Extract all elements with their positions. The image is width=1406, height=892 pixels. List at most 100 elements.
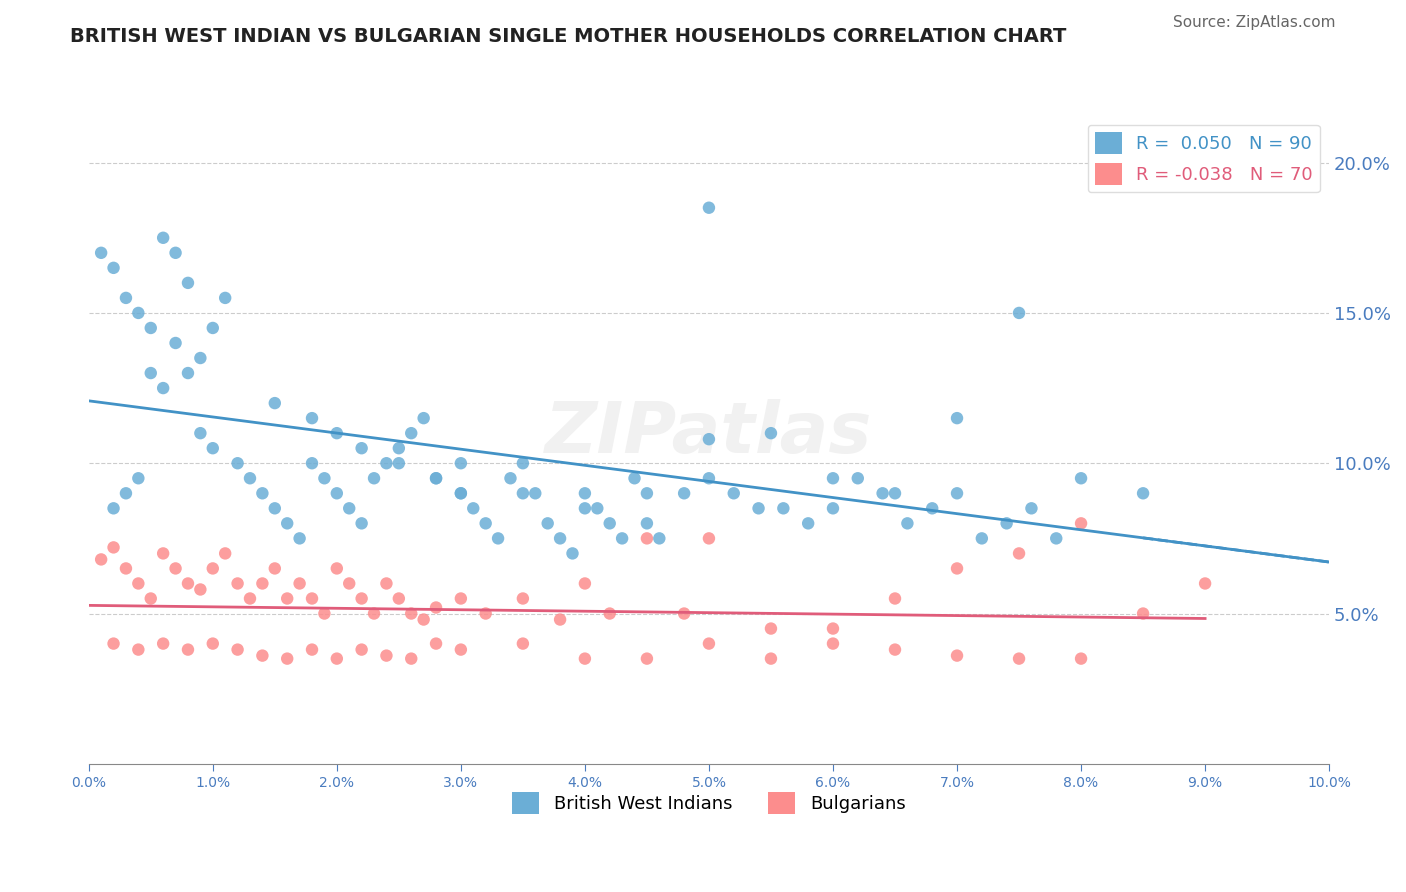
Point — [1008, 306, 1031, 320]
Point — [337, 501, 360, 516]
Point — [1132, 607, 1154, 621]
Point — [474, 516, 496, 531]
Point — [388, 456, 411, 470]
Point — [177, 642, 200, 657]
Point — [821, 501, 844, 516]
Point — [846, 471, 869, 485]
Point — [921, 501, 943, 516]
Point — [586, 501, 609, 516]
Point — [127, 642, 149, 657]
Point — [139, 591, 162, 606]
Text: ZIPatlas: ZIPatlas — [546, 399, 873, 467]
Point — [548, 613, 571, 627]
Point — [375, 648, 398, 663]
Point — [103, 541, 125, 555]
Point — [450, 486, 472, 500]
Point — [673, 607, 696, 621]
Point — [412, 411, 434, 425]
Point — [276, 516, 298, 531]
Point — [399, 607, 422, 621]
Point — [326, 426, 349, 441]
Point — [697, 432, 720, 446]
Point — [1070, 651, 1092, 665]
Text: Source: ZipAtlas.com: Source: ZipAtlas.com — [1173, 15, 1336, 29]
Point — [165, 336, 187, 351]
Point — [177, 366, 200, 380]
Point — [152, 381, 174, 395]
Point — [759, 622, 782, 636]
Point — [574, 501, 596, 516]
Point — [326, 486, 349, 500]
Point — [214, 291, 236, 305]
Point — [697, 201, 720, 215]
Point — [301, 411, 323, 425]
Point — [574, 576, 596, 591]
Point — [946, 648, 969, 663]
Point — [201, 561, 224, 575]
Point — [301, 642, 323, 657]
Point — [1021, 501, 1043, 516]
Point — [599, 607, 621, 621]
Point — [90, 552, 112, 566]
Point — [524, 486, 547, 500]
Point — [337, 576, 360, 591]
Point — [512, 486, 534, 500]
Point — [226, 576, 249, 591]
Point — [821, 471, 844, 485]
Legend: British West Indians, Bulgarians: British West Indians, Bulgarians — [505, 784, 912, 821]
Point — [1070, 471, 1092, 485]
Point — [165, 561, 187, 575]
Point — [288, 532, 311, 546]
Point — [821, 637, 844, 651]
Point — [177, 276, 200, 290]
Point — [946, 561, 969, 575]
Point — [350, 591, 373, 606]
Point — [301, 591, 323, 606]
Point — [599, 516, 621, 531]
Point — [350, 642, 373, 657]
Point — [884, 642, 907, 657]
Point — [115, 291, 138, 305]
Point — [288, 576, 311, 591]
Point — [610, 532, 633, 546]
Point — [1008, 651, 1031, 665]
Point — [561, 546, 583, 560]
Point — [90, 245, 112, 260]
Point — [512, 637, 534, 651]
Point — [139, 366, 162, 380]
Point — [314, 471, 336, 485]
Point — [1194, 576, 1216, 591]
Point — [995, 516, 1018, 531]
Point — [697, 532, 720, 546]
Point — [314, 607, 336, 621]
Point — [759, 651, 782, 665]
Point — [139, 321, 162, 335]
Point — [190, 351, 212, 365]
Point — [673, 486, 696, 500]
Point — [363, 471, 385, 485]
Point — [636, 486, 658, 500]
Point — [201, 441, 224, 455]
Point — [872, 486, 894, 500]
Point — [548, 532, 571, 546]
Point — [127, 306, 149, 320]
Point — [350, 441, 373, 455]
Point — [152, 637, 174, 651]
Point — [152, 231, 174, 245]
Point — [425, 637, 447, 651]
Point — [214, 546, 236, 560]
Point — [239, 471, 262, 485]
Point — [450, 456, 472, 470]
Point — [399, 651, 422, 665]
Point — [748, 501, 770, 516]
Point — [190, 426, 212, 441]
Point — [276, 591, 298, 606]
Point — [115, 561, 138, 575]
Point — [388, 441, 411, 455]
Point — [363, 607, 385, 621]
Point — [239, 591, 262, 606]
Point — [970, 532, 993, 546]
Point — [177, 576, 200, 591]
Point — [226, 642, 249, 657]
Point — [252, 486, 274, 500]
